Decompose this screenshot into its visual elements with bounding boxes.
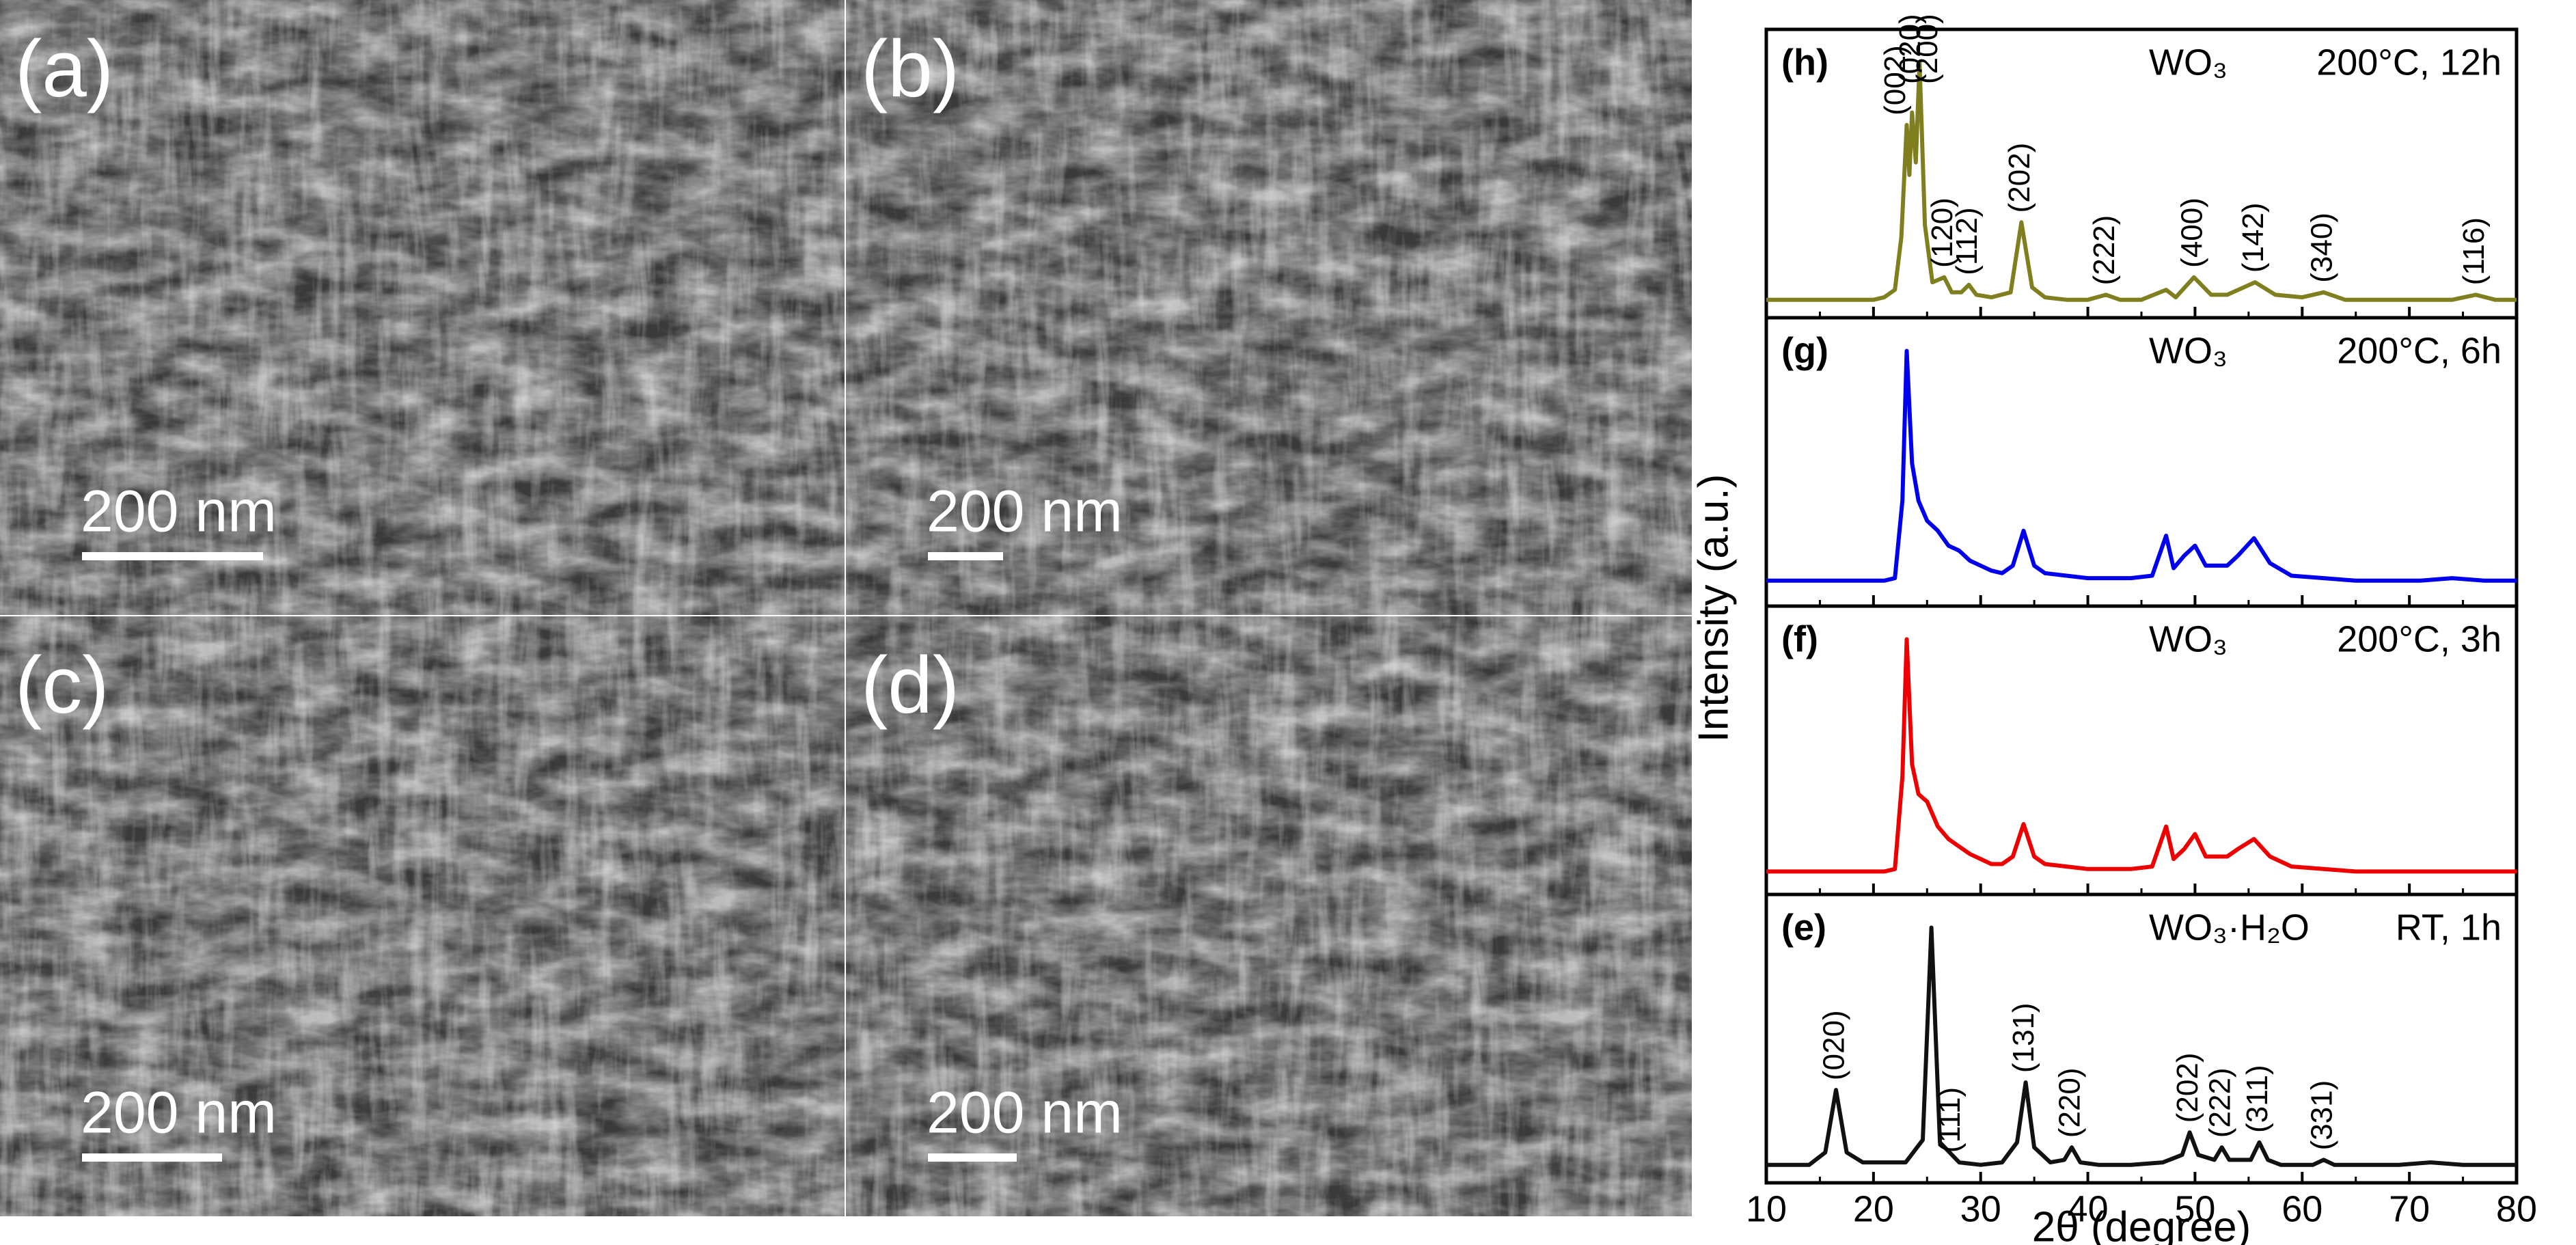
panel-tag: (f) (1781, 618, 1818, 659)
sem-image: (a) 200 nm (0, 0, 845, 615)
xrd-pattern (1766, 60, 2517, 302)
peak-label: (400) (2175, 197, 2208, 268)
xrd-pattern (1766, 925, 2517, 1167)
peak-label: (131) (2007, 1002, 2040, 1073)
x-tick-label: 60 (2282, 1188, 2322, 1229)
sem-image: (d) 200 nm (846, 616, 1692, 1216)
peak-label: (020) (1818, 1010, 1851, 1080)
peak-label: (111) (1933, 1087, 1967, 1153)
y-axis-label: Intensity (a.u.) (1690, 474, 1737, 743)
x-tick-label: 30 (1960, 1188, 2001, 1229)
peak-label: (020) (1893, 14, 1927, 84)
x-tick-label: 10 (1746, 1188, 1787, 1229)
peak-label: (340) (2305, 213, 2338, 283)
peak-label: (120) (1926, 197, 1959, 268)
image-texture (846, 616, 1692, 1216)
panel-label: (c) (15, 640, 109, 730)
scale-bar (82, 1153, 222, 1162)
x-tick-label: 70 (2389, 1188, 2430, 1229)
panel-condition: 200°C, 6h (2337, 330, 2502, 371)
panel-material: WO₃ (2149, 42, 2228, 83)
peak-label: (220) (2053, 1067, 2087, 1138)
scale-bar (82, 552, 263, 560)
peak-label: (311) (2241, 1065, 2274, 1132)
peak-label: (222) (2087, 215, 2121, 286)
panel-tag: (e) (1781, 907, 1826, 948)
panel-label: (a) (15, 24, 113, 114)
x-tick-label: 40 (2068, 1188, 2109, 1229)
peak-label: (222) (2203, 1067, 2236, 1138)
panel-condition: RT, 1h (2396, 907, 2502, 948)
image-texture (0, 0, 845, 615)
peak-label: (142) (2236, 202, 2270, 273)
x-axis-label: 2θ (degree) (2032, 1203, 2251, 1245)
peak-label: (200) (1910, 14, 1944, 84)
xrd-pattern (1766, 637, 2517, 874)
scale-label: 200 nm (81, 1080, 277, 1146)
peak-label: (331) (2305, 1080, 2338, 1151)
sem-image: (c) 200 nm (0, 616, 845, 1216)
peak-label: (112) (1950, 207, 1984, 275)
peak-label: (002) (1878, 45, 1912, 115)
panel-material: WO₃ (2149, 618, 2228, 659)
panel-condition: 200°C, 3h (2337, 618, 2502, 659)
image-texture (846, 0, 1692, 615)
panel-label: (d) (861, 640, 959, 730)
scale-bar (928, 552, 1003, 560)
peak-label: (202) (2171, 1052, 2204, 1123)
peak-label: (202) (2003, 143, 2036, 213)
panel-condition: 200°C, 12h (2316, 42, 2502, 83)
peak-label: (116) (2457, 217, 2491, 285)
scale-label: 200 nm (927, 479, 1123, 545)
panel-label: (b) (861, 24, 959, 114)
scale-label: 200 nm (81, 479, 277, 545)
panel-material: WO₃ (2149, 330, 2228, 371)
x-tick-label: 80 (2496, 1188, 2537, 1229)
image-texture (0, 616, 845, 1216)
panel-tag: (g) (1781, 330, 1828, 371)
scale-bar (928, 1153, 1017, 1162)
x-tick-label: 50 (2174, 1188, 2215, 1229)
panel-material: WO₃·H₂O (2149, 907, 2310, 948)
x-tick-label: 20 (1853, 1188, 1894, 1229)
panel-tag: (h) (1781, 42, 1828, 83)
xrd-pattern (1766, 348, 2517, 583)
scale-label: 200 nm (927, 1080, 1123, 1146)
sem-image: (b) 200 nm (846, 0, 1692, 615)
